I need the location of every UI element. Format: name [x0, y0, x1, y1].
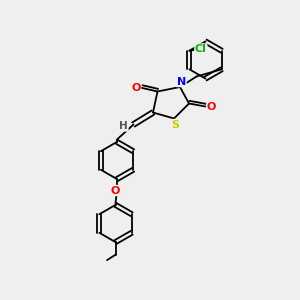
Text: O: O — [111, 185, 120, 196]
Text: O: O — [131, 83, 141, 93]
Text: S: S — [172, 119, 179, 130]
Text: O: O — [207, 101, 216, 112]
Text: N: N — [177, 76, 186, 87]
Text: Cl: Cl — [195, 44, 207, 54]
Text: H: H — [119, 121, 128, 131]
